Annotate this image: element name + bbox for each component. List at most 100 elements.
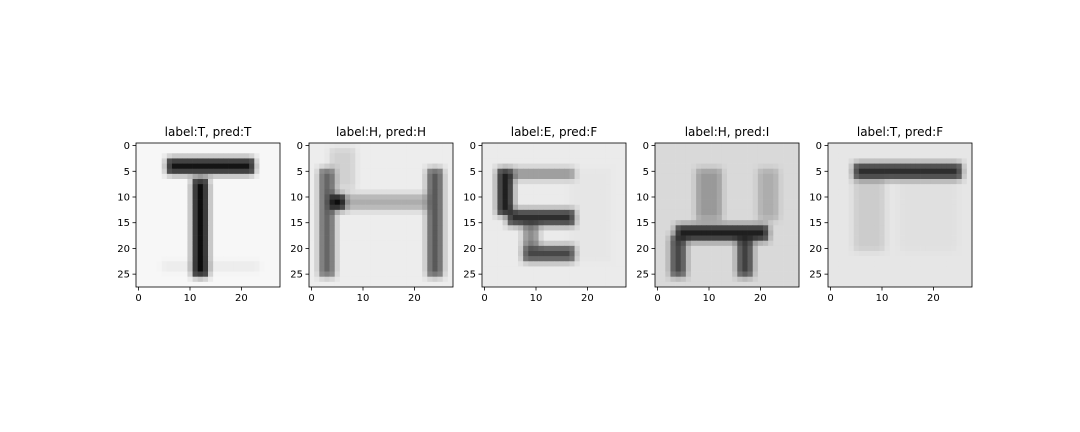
pixel <box>961 199 968 206</box>
pixel <box>941 173 947 180</box>
pixel <box>864 143 870 149</box>
pixel <box>675 261 682 267</box>
pixel <box>543 204 550 211</box>
pixel <box>370 245 377 252</box>
pixel <box>894 184 901 190</box>
pixel <box>773 271 779 278</box>
pixel <box>721 163 728 170</box>
pixel <box>590 251 596 257</box>
pixel <box>442 276 449 283</box>
pixel <box>274 225 281 231</box>
pixel <box>146 184 152 190</box>
pixel <box>848 184 855 190</box>
pixel <box>869 276 875 283</box>
pixel <box>427 276 433 283</box>
pixel <box>269 271 276 278</box>
pixel <box>228 184 235 190</box>
pixel <box>161 225 168 231</box>
pixel <box>233 179 240 185</box>
pixel <box>966 199 973 206</box>
x-tick-label: 0 <box>481 293 487 304</box>
pixel <box>172 256 178 262</box>
pixel <box>956 281 963 288</box>
pixel <box>884 184 891 190</box>
pixel <box>442 261 449 267</box>
pixel <box>620 209 627 216</box>
pixel <box>437 215 444 221</box>
pixel <box>182 266 188 272</box>
pixel <box>732 173 738 180</box>
pixel <box>202 194 209 200</box>
pixel <box>187 173 193 180</box>
pixel <box>422 230 428 236</box>
pixel <box>233 143 240 149</box>
pixel <box>202 184 209 190</box>
pixel <box>264 173 271 180</box>
pixel <box>427 163 433 170</box>
pixel <box>920 240 927 247</box>
pixel <box>828 204 834 211</box>
pixel <box>197 163 204 170</box>
pixel <box>386 194 392 200</box>
pixel <box>930 204 937 211</box>
pixel <box>177 148 183 154</box>
pixel <box>233 189 240 195</box>
pixel <box>329 143 336 149</box>
pixel <box>228 245 235 252</box>
pixel <box>956 158 963 164</box>
pixel <box>233 158 240 164</box>
pixel <box>925 179 932 185</box>
pixel <box>680 173 687 180</box>
pixel <box>579 143 586 149</box>
pixel <box>264 276 271 283</box>
pixel <box>324 209 330 216</box>
pixel <box>889 158 896 164</box>
pixel <box>507 143 514 149</box>
pixel <box>853 245 860 252</box>
pixel <box>497 204 503 211</box>
pixel <box>447 220 454 226</box>
pixel <box>595 194 601 200</box>
pixel <box>365 148 372 154</box>
pixel <box>360 184 366 190</box>
pixel <box>701 256 707 262</box>
pixel <box>874 256 880 262</box>
pixel <box>543 225 550 231</box>
pixel <box>858 168 865 175</box>
pixel <box>411 163 418 170</box>
pixel <box>869 281 875 288</box>
pixel <box>528 199 534 206</box>
pixel <box>879 158 885 164</box>
pixel <box>680 225 687 231</box>
pixel <box>620 215 627 221</box>
pixel <box>538 204 545 211</box>
pixel <box>507 271 514 278</box>
pixel <box>151 276 157 283</box>
pixel <box>334 261 341 267</box>
pixel <box>182 281 188 288</box>
pixel <box>497 173 503 180</box>
pixel <box>381 163 387 170</box>
pixel <box>507 153 514 159</box>
pixel <box>828 235 834 242</box>
pixel <box>706 225 712 231</box>
pixel <box>427 209 433 216</box>
pixel <box>920 173 927 180</box>
pixel <box>595 261 601 267</box>
pixel <box>442 168 449 175</box>
pixel <box>752 220 759 226</box>
pixel <box>543 245 550 252</box>
pixel <box>747 173 754 180</box>
pixel <box>365 168 372 175</box>
pixel <box>858 209 865 216</box>
pixel <box>259 168 265 175</box>
pixel <box>442 189 449 195</box>
pixel <box>768 245 774 252</box>
pixel <box>752 251 759 257</box>
pixel <box>329 179 336 185</box>
pixel <box>345 148 351 154</box>
pixel <box>324 143 330 149</box>
pixel <box>141 245 147 252</box>
pixel <box>264 153 271 159</box>
